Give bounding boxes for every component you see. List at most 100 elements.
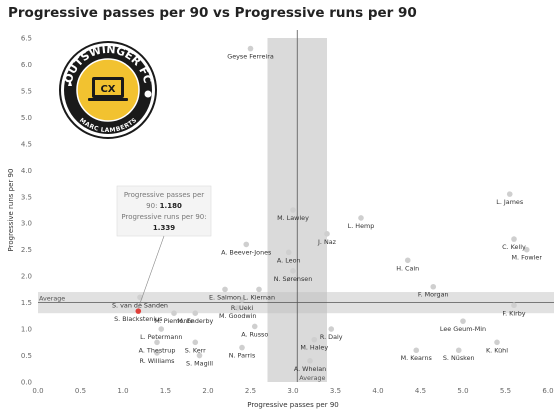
point-label: A. Whelan [294, 365, 326, 373]
point-label: R. Ueki [231, 304, 254, 312]
point-label: H. Cain [396, 264, 419, 272]
x-axis-ticks: 0.0 0.5 1.0 1.5 2.0 2.5 3.0 3.5 4.0 4.5 5.0 5.5 6.0 [32, 387, 553, 395]
y-tick-label: 3.5 [21, 193, 32, 201]
point-label: N. Sørensen [274, 275, 313, 283]
y-tick-label: 0.5 [21, 352, 32, 360]
y-tick-label: 4.5 [21, 140, 32, 148]
data-point[interactable] [171, 310, 177, 317]
data-point[interactable] [358, 215, 364, 221]
data-point[interactable] [154, 350, 160, 356]
data-point[interactable] [460, 318, 466, 324]
data-point[interactable] [311, 336, 318, 343]
data-point[interactable] [494, 339, 500, 346]
y-tick-label: 2.0 [21, 273, 32, 281]
y-tick-label: 1.0 [21, 326, 32, 334]
point-label: A. Russo [241, 330, 268, 338]
outswinger-logo: OUTSWINGER FC MARC LAMBERTS CX [59, 41, 157, 139]
point-label: M. Piemonte [154, 317, 194, 325]
x-tick-label: 1.5 [160, 387, 171, 395]
point-label: S. van de Sanden [112, 301, 168, 309]
data-point[interactable] [455, 347, 462, 354]
data-point[interactable] [154, 339, 160, 346]
x-tick-label: 3.0 [287, 387, 298, 395]
tooltip-pointer [138, 235, 165, 309]
data-point[interactable] [290, 207, 296, 213]
data-point[interactable] [192, 310, 199, 317]
data-point[interactable] [192, 339, 199, 346]
data-point[interactable] [243, 241, 250, 248]
point-label: N. Parris [229, 352, 256, 360]
y-tick-label: 6.0 [21, 61, 32, 69]
data-point[interactable] [234, 305, 241, 311]
y-tick-label: 5.0 [21, 114, 32, 122]
y-tick-label: 4.0 [21, 167, 32, 175]
point-label: M. Haley [300, 344, 328, 352]
y-tick-label: 0.0 [21, 379, 32, 387]
point-label: F. Morgan [418, 291, 449, 299]
data-point[interactable] [251, 323, 258, 330]
x-tick-label: 4.5 [415, 387, 426, 395]
data-point[interactable] [158, 326, 165, 332]
x-tick-label: 0.5 [75, 387, 86, 395]
data-point[interactable] [511, 236, 517, 242]
data-point[interactable] [523, 246, 530, 253]
point-label: M. Kearns [401, 354, 433, 362]
point-label: K. Kühl [486, 346, 508, 354]
tooltip-line: 90: 1.180 [146, 202, 182, 210]
data-point[interactable] [413, 347, 420, 354]
data-point[interactable] [247, 45, 254, 52]
ball-icon [144, 90, 152, 98]
y-tick-label: 3.0 [21, 220, 32, 228]
data-point[interactable] [239, 344, 245, 351]
x-tick-label: 3.5 [330, 387, 341, 395]
data-point[interactable] [506, 191, 513, 197]
tooltip-box [116, 185, 212, 237]
point-label: E. Salmon [209, 293, 241, 301]
data-point[interactable] [324, 231, 330, 237]
tooltip-x-value: 1.180 [160, 202, 182, 210]
data-point[interactable] [256, 286, 262, 293]
point-label: L. James [496, 198, 524, 206]
x-tick-label: 5.5 [500, 387, 511, 395]
average-x-label: Average [299, 374, 325, 382]
point-label: F. Kirby [502, 309, 525, 317]
x-tick-label: 1.0 [117, 387, 128, 395]
x-tick-label: 2.0 [202, 387, 213, 395]
average-y-label: Average [39, 295, 65, 303]
data-points [135, 45, 530, 364]
y-tick-label: 6.5 [21, 35, 32, 43]
point-label: L. Kiernan [243, 293, 275, 301]
x-axis-label: Progressive passes per 90 [247, 401, 338, 409]
data-point[interactable] [404, 257, 411, 264]
data-point[interactable] [285, 249, 292, 256]
y-tick-label: 1.5 [21, 299, 32, 307]
data-point[interactable] [196, 352, 203, 359]
data-point[interactable] [430, 283, 437, 290]
point-label: Lee Geum-Min [440, 325, 486, 333]
data-point[interactable] [239, 297, 245, 303]
x-tick-label: 5.0 [457, 387, 468, 395]
point-label: L. Petermann [140, 333, 182, 341]
y-tick-label: 2.5 [21, 246, 32, 254]
data-point[interactable] [328, 326, 335, 332]
point-label: S. Nüsken [443, 354, 475, 362]
point-label: S. Kerr [185, 346, 206, 354]
average-labels: Average Average [39, 295, 326, 382]
point-label: M. Enderby [177, 317, 213, 325]
x-tick-label: 4.0 [372, 387, 383, 395]
point-label: S. Blackstenius [114, 315, 163, 323]
data-point[interactable] [511, 302, 517, 309]
point-label: Geyse Ferreira [227, 53, 274, 61]
point-label: M. Goodwin [219, 312, 256, 320]
average-lines [38, 30, 554, 382]
highlighted-point[interactable] [135, 308, 142, 314]
tooltip-line: Progressive passes per [124, 191, 204, 199]
data-point[interactable] [290, 268, 296, 274]
point-label: C. Kelly [502, 243, 526, 251]
data-point[interactable] [222, 286, 228, 293]
x-tick-label: 2.5 [245, 387, 256, 395]
y-tick-label: 5.5 [21, 87, 32, 95]
data-point[interactable] [307, 358, 313, 364]
chart-title: Progressive passes per 90 vs Progressive… [8, 5, 417, 21]
